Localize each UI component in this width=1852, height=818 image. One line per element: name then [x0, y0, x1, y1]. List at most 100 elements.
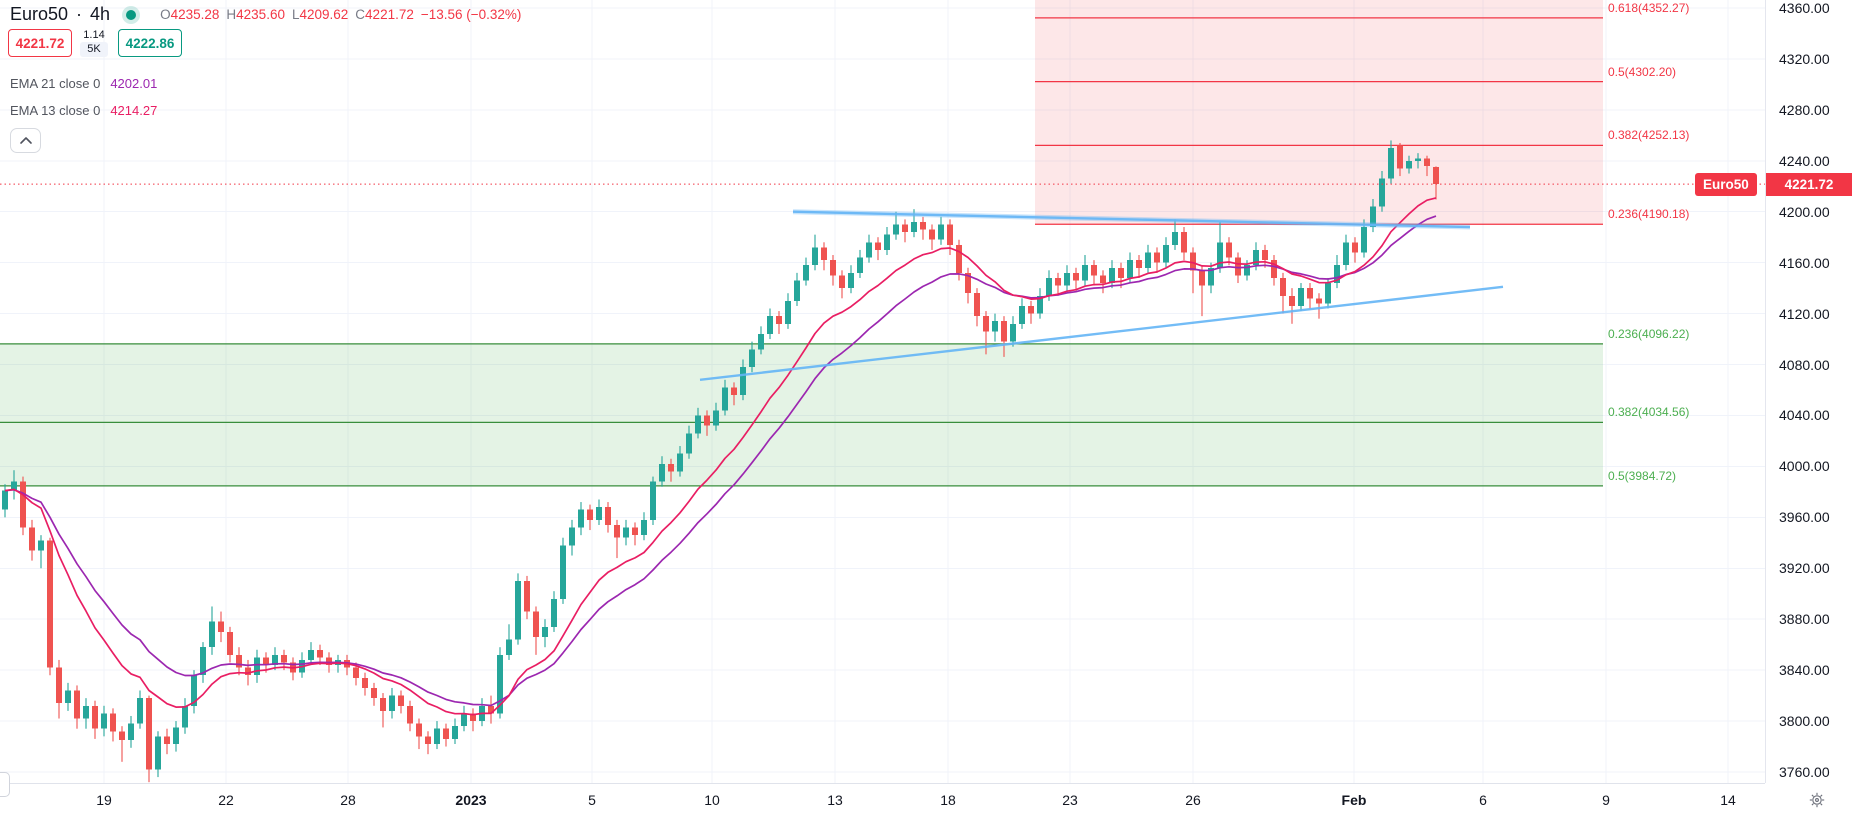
time-axis-label: 22 — [218, 792, 234, 808]
time-axis-label: 18 — [940, 792, 956, 808]
symbol-separator: · — [76, 4, 83, 24]
ema13-line[interactable] — [4, 197, 1437, 716]
time-axis-label: Feb — [1341, 792, 1367, 808]
candle-body — [821, 247, 827, 261]
price-axis-label: 3920.00 — [1779, 560, 1830, 577]
resistance-fib-level-label: 0.618(4352.27) — [1608, 0, 1690, 15]
spread-value: 1.14 — [83, 29, 105, 41]
candle-body — [1253, 249, 1259, 266]
candle-body — [1082, 265, 1088, 281]
candle-body — [947, 224, 953, 245]
candle-body — [1289, 295, 1295, 306]
volume-selector[interactable]: 5K — [80, 42, 108, 57]
plot-area[interactable] — [0, 0, 1765, 783]
candle-body — [767, 316, 773, 334]
time-axis-label: 28 — [340, 792, 356, 808]
price-axis-label: 4160.00 — [1779, 254, 1830, 271]
price-axis-label: 4280.00 — [1779, 101, 1830, 118]
trendline-2[interactable] — [699, 285, 1504, 382]
price-axis-label: 3880.00 — [1779, 611, 1830, 628]
candle-body — [839, 275, 845, 289]
time-axis-label: 19 — [96, 792, 112, 808]
candle-body — [965, 272, 971, 294]
candle-body — [1010, 323, 1016, 342]
low-label: L — [291, 7, 300, 22]
candle-body — [677, 453, 683, 472]
candle-body — [1388, 148, 1394, 179]
candle-body — [362, 677, 368, 688]
candle-body — [1244, 265, 1250, 276]
candle-body — [1136, 260, 1142, 268]
candle-body — [569, 527, 575, 546]
market-status-icon[interactable] — [126, 9, 137, 20]
resistance-fib-fill[interactable] — [1035, 0, 1603, 225]
candle-body — [1397, 145, 1403, 169]
time-axis[interactable]: 19 22 28 2023 5 10 13 18 23 26 Feb 6 9 14 — [0, 783, 1852, 818]
axis-settings-gear-icon[interactable] — [1806, 789, 1828, 811]
indicator-row-ema21[interactable]: EMA 21 close 0 4202.01 — [10, 76, 157, 91]
candle-body — [1262, 249, 1268, 261]
candle-body — [758, 333, 764, 350]
price-axis[interactable]: 4360.00 4320.00 4280.00 4240.00 4200.00 4160.… — [1765, 0, 1852, 783]
candle-body — [1406, 160, 1412, 169]
candle-body — [713, 410, 719, 426]
symbol-header[interactable]: Euro50 · 4h O4235.28 H4235.60 L4209.62 C… — [10, 4, 521, 25]
candle-body — [1370, 206, 1376, 228]
candle-body — [1361, 227, 1367, 253]
candle-body — [380, 698, 386, 711]
candle-body — [1073, 272, 1079, 281]
candle-body — [1109, 267, 1115, 284]
candle-body — [164, 736, 170, 744]
resistance-fib-level-label: 0.236(4190.18) — [1608, 207, 1690, 222]
price-axis-label: 3960.00 — [1779, 509, 1830, 526]
candle-body — [1163, 244, 1169, 263]
candle-body — [488, 705, 494, 714]
ema21-line[interactable] — [4, 215, 1437, 707]
candle-body — [929, 229, 935, 240]
time-axis-label: 6 — [1479, 792, 1487, 808]
candle-body — [560, 545, 566, 599]
candle-body — [911, 221, 917, 233]
candle-body — [218, 621, 224, 632]
buy-button[interactable]: 4222.86 — [118, 29, 182, 57]
candle-body — [1046, 277, 1052, 296]
candle-body — [1190, 252, 1196, 271]
candle-body — [371, 687, 377, 699]
sell-button[interactable]: 4221.72 — [8, 29, 72, 57]
candle-body — [1127, 260, 1133, 278]
candle-body — [1199, 270, 1205, 286]
candle-body — [884, 234, 890, 250]
time-axis-label: 9 — [1602, 792, 1610, 808]
candle-body — [1055, 277, 1061, 286]
trendline-1[interactable] — [792, 210, 1471, 229]
candle-body — [587, 509, 593, 520]
candle-body — [803, 265, 809, 281]
candle-body — [1316, 298, 1322, 304]
candle-body — [1001, 321, 1007, 342]
close-value: 4221.72 — [365, 7, 414, 22]
candle-body — [227, 631, 233, 655]
axis-edge-widget[interactable] — [0, 772, 10, 797]
candle-body — [695, 415, 701, 434]
support-fib-fill[interactable] — [0, 343, 1603, 486]
indicator-row-ema13[interactable]: EMA 13 close 0 4214.27 — [10, 103, 157, 118]
candle-body — [974, 293, 980, 317]
candle-body — [497, 654, 503, 714]
candle-body — [686, 433, 692, 454]
candle-body — [614, 524, 620, 538]
candle-body — [983, 316, 989, 332]
ema13-label: EMA 13 close 0 — [10, 103, 101, 118]
candle-body — [812, 247, 818, 266]
candle-body — [704, 415, 710, 426]
candle-body — [263, 657, 269, 666]
candle-body — [605, 507, 611, 525]
support-fib-level-label: 0.236(4096.22) — [1608, 326, 1690, 341]
candle-body — [992, 321, 998, 332]
ema13-value: 4214.27 — [110, 103, 158, 118]
collapse-legend-button[interactable] — [10, 128, 41, 153]
candle-body — [776, 316, 782, 324]
price-flag-value: 4221.72 — [1766, 172, 1852, 196]
candle-body — [56, 667, 62, 704]
